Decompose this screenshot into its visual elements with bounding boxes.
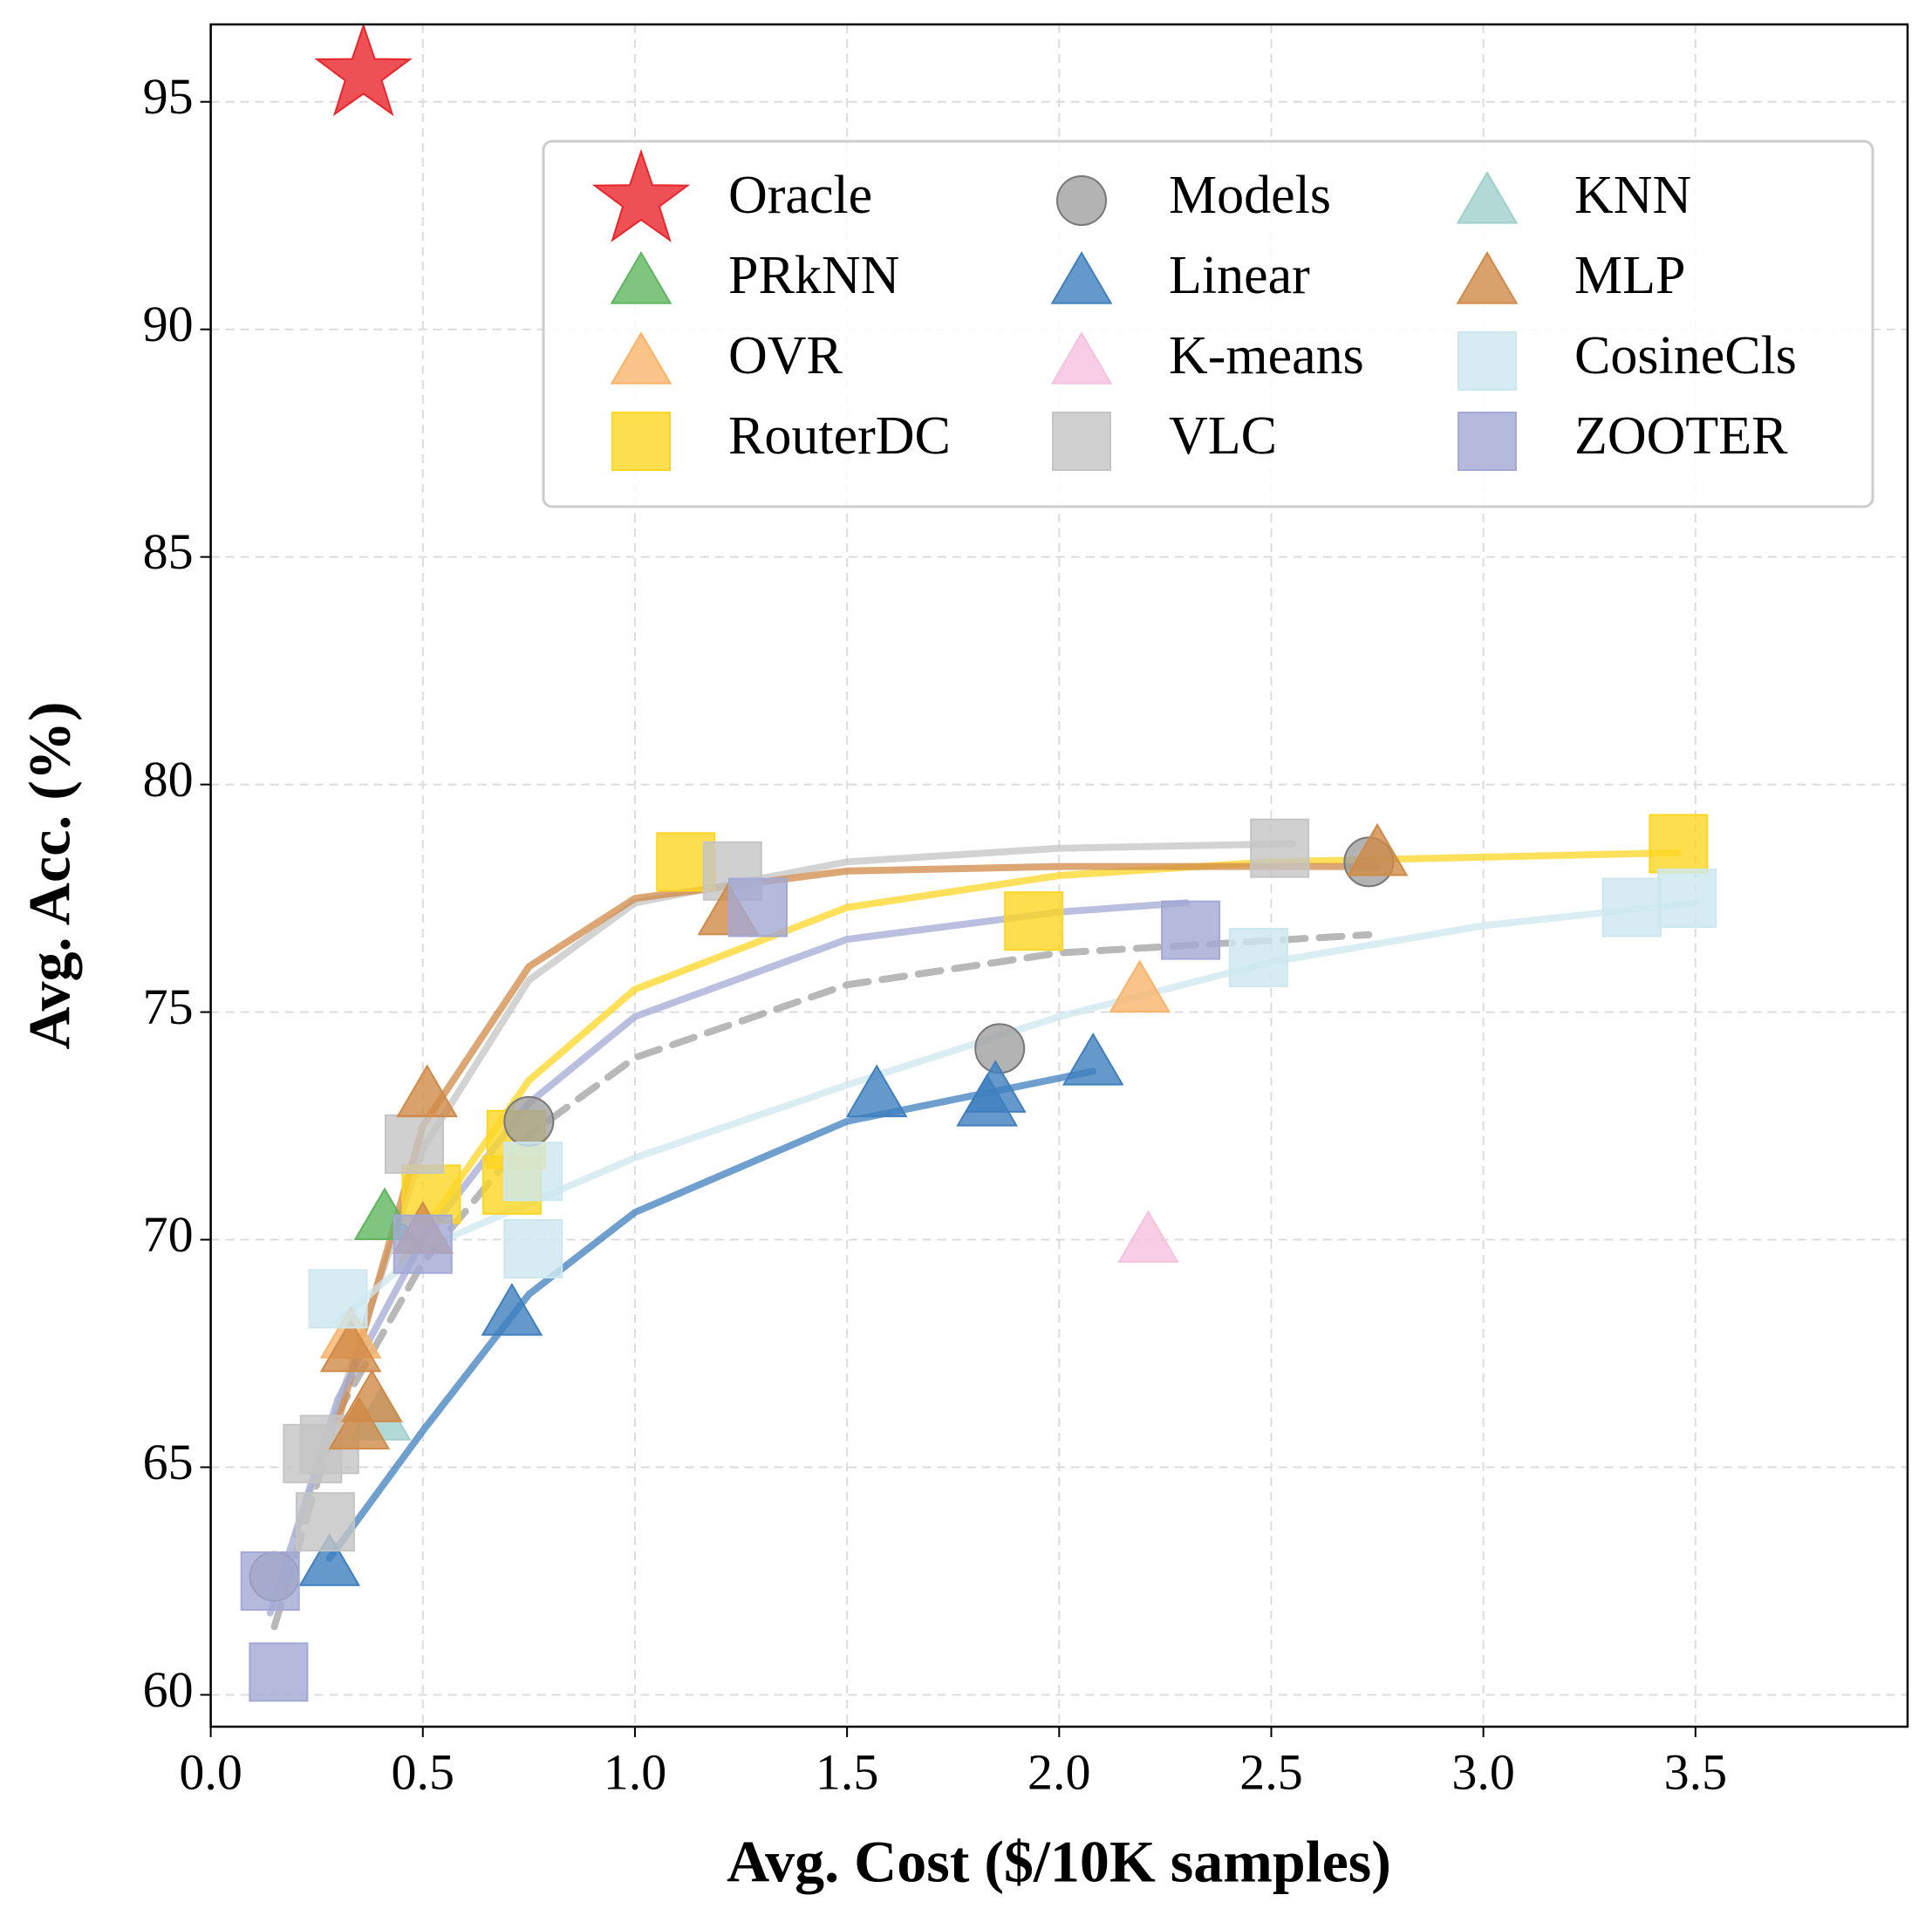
point	[727, 877, 788, 937]
legend-marker	[610, 251, 672, 304]
point	[1346, 822, 1409, 876]
y-tick-label: 75	[143, 978, 194, 1035]
x-tick-label: 2.5	[1239, 1743, 1303, 1800]
point	[974, 1023, 1026, 1074]
legend-marker	[1050, 331, 1113, 385]
legend-label: K-means	[1169, 326, 1364, 385]
legend-label: KNN	[1574, 166, 1691, 225]
legend-label: Models	[1169, 166, 1331, 225]
legend-marker	[1458, 331, 1517, 391]
legend-label: CosineCls	[1574, 326, 1797, 385]
legend-marker	[1456, 171, 1519, 224]
x-tick-label: 0.5	[392, 1743, 455, 1800]
point	[481, 1283, 543, 1336]
point	[240, 1551, 300, 1611]
y-tick-label: 85	[143, 523, 194, 580]
legend-label: OVR	[728, 326, 843, 385]
y-tick-label: 60	[143, 1661, 194, 1718]
x-tick-label: 3.0	[1451, 1743, 1515, 1800]
point	[319, 1319, 382, 1373]
y-tick-label: 95	[143, 68, 194, 125]
point	[396, 1064, 458, 1118]
point	[1228, 927, 1288, 987]
point	[503, 1095, 555, 1147]
legend-marker	[1052, 412, 1111, 471]
point	[845, 1064, 908, 1118]
point	[965, 1060, 1027, 1113]
point	[1062, 1033, 1124, 1086]
point	[503, 1218, 563, 1278]
point	[1657, 869, 1717, 929]
point	[1161, 900, 1221, 960]
y-tick-label: 80	[143, 751, 194, 808]
point	[1117, 1210, 1179, 1264]
legend-box	[542, 140, 1874, 508]
legend-marker	[591, 148, 691, 242]
legend-label: ZOOTER	[1574, 406, 1788, 466]
x-tick-label: 3.5	[1664, 1743, 1728, 1800]
point	[1250, 818, 1310, 878]
legend-label: Oracle	[728, 166, 872, 225]
point	[503, 1142, 563, 1202]
legend-marker	[611, 412, 671, 471]
point	[1601, 877, 1662, 937]
point	[401, 1164, 461, 1224]
point	[1649, 814, 1709, 874]
y-tick-label: 70	[143, 1206, 194, 1263]
point	[1004, 891, 1064, 951]
legend-label: RouterDC	[728, 406, 951, 466]
point	[341, 1369, 403, 1422]
point	[298, 1533, 361, 1586]
legend-label: VLC	[1169, 406, 1277, 466]
point	[328, 1396, 391, 1450]
x-tick-label: 0.0	[179, 1743, 242, 1800]
legend-marker	[1456, 251, 1519, 304]
legend-label: MLP	[1574, 246, 1685, 305]
x-tick-label: 1.0	[604, 1743, 667, 1800]
legend-marker	[610, 331, 672, 385]
point	[308, 1269, 368, 1329]
point	[295, 1492, 355, 1552]
point	[1109, 959, 1171, 1013]
y-axis-label: Avg. Acc. (%)	[17, 701, 83, 1049]
x-tick-label: 1.5	[816, 1743, 879, 1800]
y-tick-label: 65	[143, 1434, 194, 1490]
legend-marker	[1050, 251, 1113, 304]
point	[314, 24, 413, 117]
x-tick-label: 2.0	[1027, 1743, 1091, 1800]
fit-curve	[325, 1067, 1097, 1562]
point	[249, 1642, 309, 1702]
x-axis-label: Avg. Cost ($/10K samples)	[727, 1829, 1391, 1895]
plot-frame	[209, 23, 1909, 1728]
fit-curve	[270, 930, 1373, 1631]
y-tick-label: 90	[143, 296, 194, 352]
legend-marker	[1458, 412, 1517, 471]
point	[385, 1114, 445, 1174]
legend-label: PRkNN	[728, 246, 899, 305]
legend-label: Linear	[1169, 246, 1310, 305]
legend-marker	[1056, 175, 1107, 226]
point	[393, 1214, 453, 1274]
fit-curve	[334, 899, 1699, 1326]
